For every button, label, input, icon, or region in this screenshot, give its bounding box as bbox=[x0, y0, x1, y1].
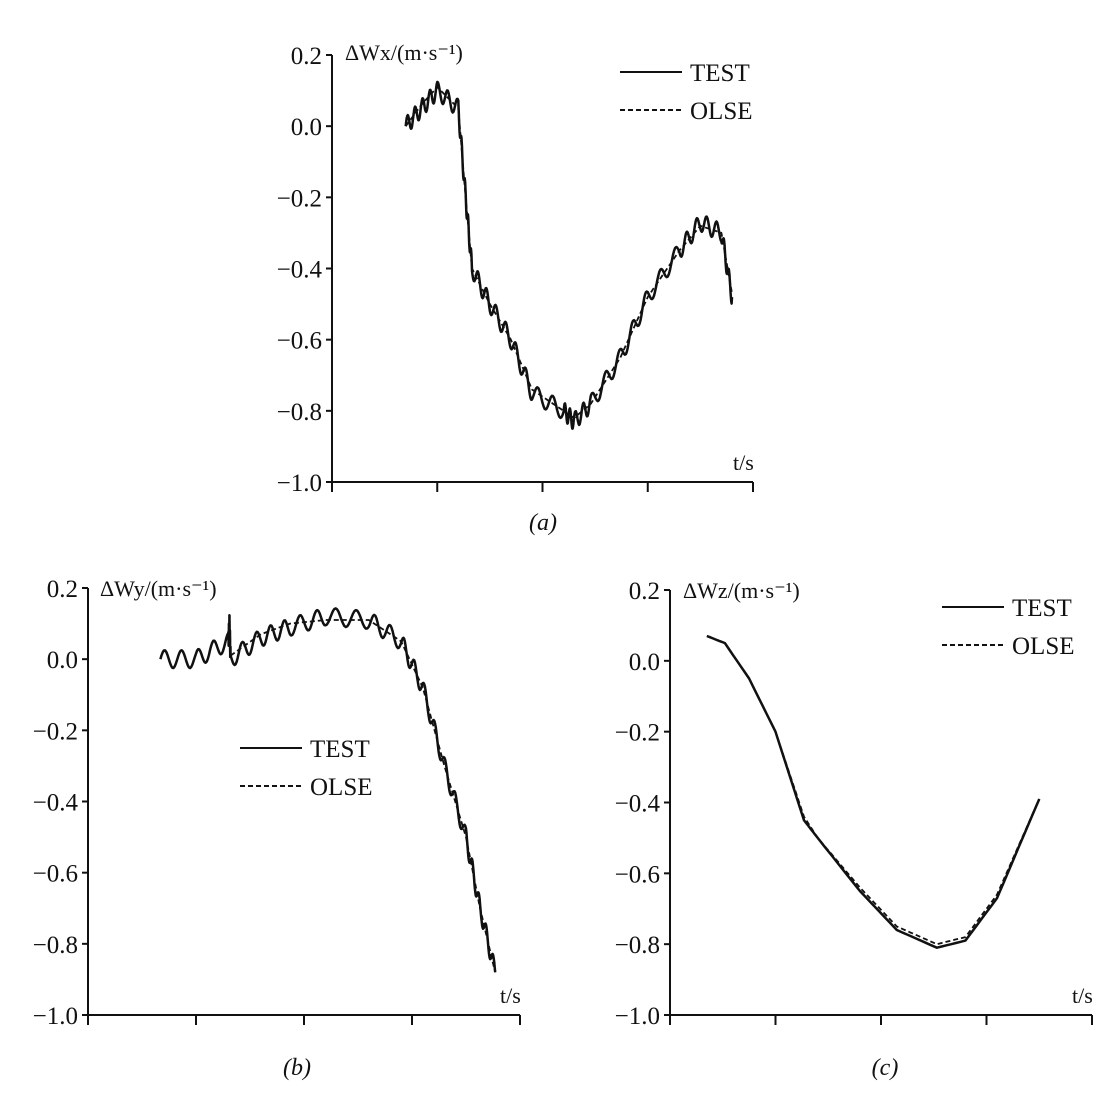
panel-caption: (c) bbox=[872, 1055, 899, 1081]
y-tick-label: 0.0 bbox=[291, 114, 322, 141]
y-tick-label: −0.4 bbox=[277, 257, 323, 284]
x-axis-label: t/s bbox=[500, 983, 521, 1008]
y-tick-label: 0.2 bbox=[291, 43, 322, 70]
series-line-test bbox=[404, 80, 734, 430]
y-tick-label: −0.2 bbox=[277, 185, 322, 212]
y-tick-label: −0.8 bbox=[33, 932, 78, 959]
y-axis-label: ΔWy/(m·s⁻¹) bbox=[100, 576, 217, 601]
y-tick-label: 0.0 bbox=[47, 647, 78, 674]
panel-c: 0.2 0.0 −0.2 −0.4 −0.6 −0.8 −1.0 ΔWz/(m·s⁻¹) t/s… bbox=[615, 578, 1093, 1081]
y-tick-label: −1.0 bbox=[33, 1003, 78, 1030]
y-tick-label: −0.8 bbox=[615, 932, 660, 959]
x-axis-label: t/s bbox=[1072, 983, 1093, 1008]
legend-label-olse: OLSE bbox=[310, 774, 373, 801]
y-tick-label: 0.2 bbox=[629, 578, 660, 605]
panel-caption: (b) bbox=[283, 1055, 311, 1081]
y-tick-label: −0.8 bbox=[277, 399, 322, 426]
legend-label-olse: OLSE bbox=[690, 98, 753, 125]
panel-caption: (a) bbox=[529, 510, 557, 536]
y-tick-label: −1.0 bbox=[615, 1003, 660, 1030]
y-tick-label: −0.6 bbox=[277, 328, 322, 355]
y-tick-label: −0.2 bbox=[33, 718, 78, 745]
y-tick-label: −0.4 bbox=[33, 790, 79, 817]
legend-label-test: TEST bbox=[690, 60, 750, 87]
legend-label-test: TEST bbox=[310, 736, 370, 763]
y-tick-label: −1.0 bbox=[277, 470, 322, 497]
legend-label-olse: OLSE bbox=[1012, 633, 1075, 660]
y-tick-label: 0.2 bbox=[47, 576, 78, 603]
y-axis-label: ΔWx/(m·s⁻¹) bbox=[345, 40, 463, 65]
series-line-olse bbox=[230, 619, 497, 973]
y-tick-label: −0.4 bbox=[615, 791, 661, 818]
series-line-olse bbox=[706, 635, 1041, 946]
series-line-olse bbox=[404, 86, 733, 419]
series-line-test bbox=[159, 607, 497, 973]
y-tick-label: −0.2 bbox=[615, 720, 660, 747]
legend-label-test: TEST bbox=[1012, 595, 1072, 622]
y-tick-label: −0.6 bbox=[33, 861, 78, 888]
y-tick-label: −0.6 bbox=[615, 861, 660, 888]
panel-b: 0.2 0.0 −0.2 −0.4 −0.6 −0.8 −1.0 ΔWy/(m·s⁻¹) t/s… bbox=[33, 576, 521, 1081]
y-axis-label: ΔWz/(m·s⁻¹) bbox=[683, 578, 800, 603]
y-tick-label: 0.0 bbox=[629, 649, 660, 676]
x-axis-label: t/s bbox=[733, 450, 754, 475]
series-line-test bbox=[706, 634, 1041, 949]
panel-a: 0.2 0.0 −0.2 −0.4 −0.6 −0.8 −1.0 ΔWx/(m·s⁻¹) t/s… bbox=[277, 40, 754, 536]
